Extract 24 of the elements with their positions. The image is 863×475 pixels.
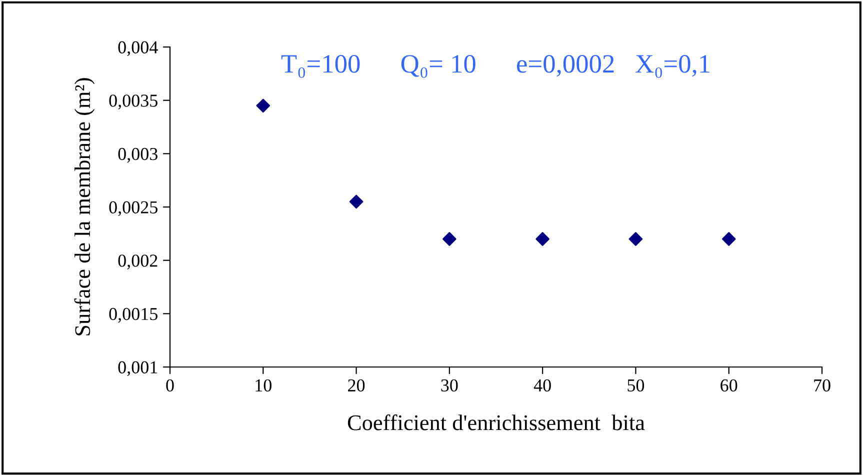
y-tick-label: 0,003 — [118, 148, 158, 163]
y-tick-label: 0,001 — [118, 361, 158, 376]
x-tick-label: 50 — [628, 379, 644, 392]
x-tick-label: 40 — [534, 379, 551, 392]
x-tick-label: 10 — [256, 379, 272, 392]
x-tick-label: 60 — [720, 379, 738, 392]
y-tick-label: 0,0035 — [109, 94, 158, 110]
y-tick-label: 0,002 — [118, 254, 158, 270]
x-axis-title: Coefficient d'enrichissement bita — [348, 414, 645, 430]
point — [536, 232, 550, 246]
point — [256, 98, 270, 113]
x-tick-label: 20 — [348, 379, 365, 392]
annotation: T₀=100 Q₀= 10 e=0,0002 X₀=0,1 — [281, 54, 710, 78]
y-axis-title: Surface de la membrane (m²) — [74, 78, 95, 336]
point — [628, 232, 643, 246]
x-tick-label: 30 — [441, 379, 458, 392]
x-tick-label: 0 — [166, 379, 174, 392]
y-tick-label: 0,0025 — [109, 201, 158, 216]
point — [442, 232, 456, 246]
y-tick-label: 0,0015 — [109, 308, 158, 323]
point — [722, 232, 736, 246]
point — [349, 194, 364, 209]
x-tick-label: 70 — [814, 379, 830, 392]
y-tick-label: 0,004 — [118, 41, 158, 56]
